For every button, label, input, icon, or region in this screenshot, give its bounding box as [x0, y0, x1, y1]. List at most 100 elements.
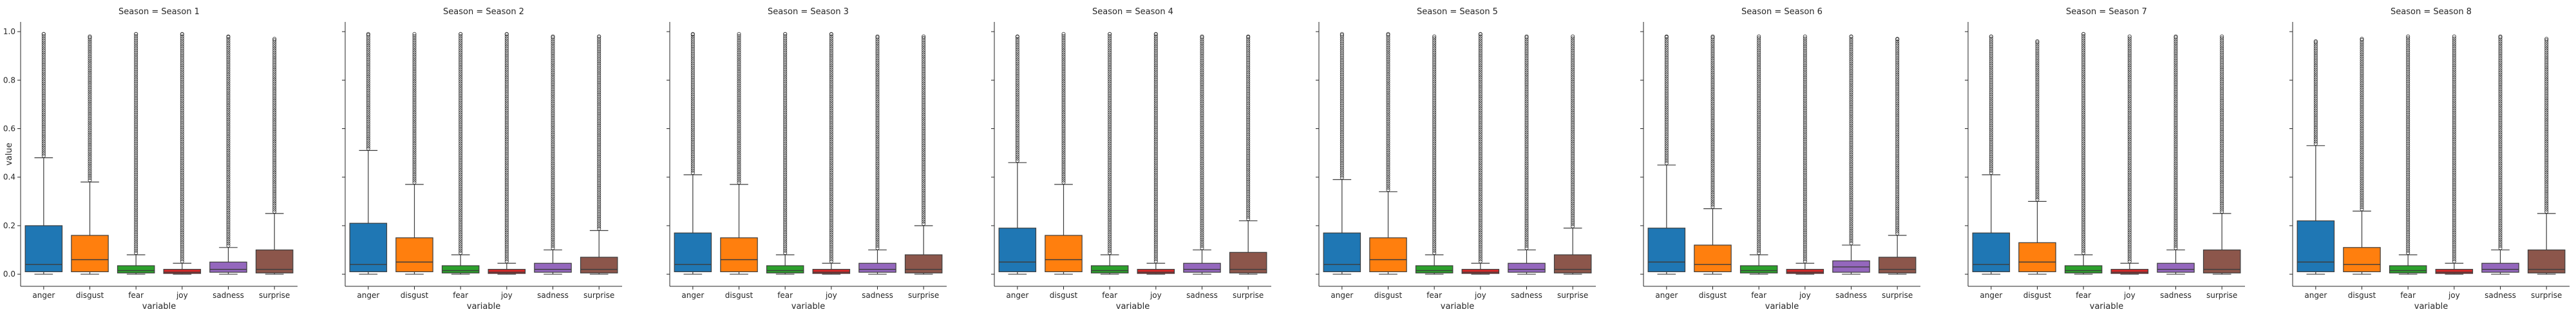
outlier-point	[88, 132, 92, 137]
outlier-point	[504, 201, 509, 206]
outlier-point	[551, 221, 555, 226]
outlier-point	[551, 143, 555, 147]
outlier-point	[690, 127, 695, 132]
x-tick-label: surprise	[2531, 291, 2562, 300]
outlier-point	[412, 46, 417, 51]
outlier-point	[226, 39, 231, 44]
outlier-point	[272, 71, 277, 75]
outlier-point	[690, 49, 695, 54]
outlier-point	[459, 210, 463, 214]
outlier-point	[272, 191, 277, 195]
outlier-point	[504, 96, 509, 101]
outlier-point	[783, 110, 788, 115]
outlier-point	[504, 135, 509, 140]
outlier-point	[504, 55, 509, 59]
outlier-point	[783, 236, 788, 241]
outlier-point	[459, 61, 463, 65]
outlier-point	[737, 114, 741, 119]
outlier-point	[272, 57, 277, 61]
outlier-point	[366, 138, 370, 143]
outlier-point	[272, 73, 277, 78]
outlier-point	[272, 133, 277, 137]
outlier-point	[737, 85, 741, 90]
outlier-point	[412, 87, 417, 92]
box-disgust	[1694, 34, 1732, 275]
outlier-point	[504, 110, 509, 115]
outlier-point	[366, 49, 370, 54]
outlier-point	[829, 133, 833, 138]
outlier-point	[366, 105, 370, 110]
outlier-point	[690, 94, 695, 99]
outlier-point	[597, 140, 601, 144]
outlier-point	[783, 191, 788, 195]
outlier-point	[783, 112, 788, 117]
outlier-point	[783, 81, 788, 86]
outlier-point	[504, 125, 509, 130]
outlier-point	[226, 233, 231, 237]
outlier-point	[180, 41, 184, 45]
outlier-point	[366, 103, 370, 108]
outlier-point	[226, 34, 231, 39]
outlier-point	[366, 47, 370, 52]
outlier-point	[459, 77, 463, 82]
outlier-point	[459, 48, 463, 53]
box-fear	[1090, 32, 1129, 275]
outlier-point	[597, 101, 601, 105]
outlier-point	[690, 132, 695, 136]
outlier-point	[459, 166, 463, 170]
outlier-point	[134, 75, 138, 80]
outlier-point	[88, 118, 92, 123]
outlier-point	[134, 182, 138, 187]
outlier-point	[690, 121, 695, 126]
outlier-point	[412, 64, 417, 69]
outlier-point	[690, 55, 695, 59]
outlier-point	[134, 191, 138, 195]
outlier-point	[783, 217, 788, 222]
outlier-point	[597, 113, 601, 117]
outlier-point	[412, 48, 417, 53]
outlier-point	[41, 141, 46, 146]
outlier-point	[366, 136, 370, 141]
outlier-point	[88, 143, 92, 147]
facet-title: Season = Season 1	[118, 7, 200, 17]
outlier-point	[597, 206, 601, 210]
outlier-point	[180, 191, 184, 195]
outlier-point	[180, 244, 184, 249]
outlier-point	[551, 141, 555, 145]
outlier-point	[180, 117, 184, 121]
outlier-point	[88, 110, 92, 114]
box-iqr	[1647, 228, 1686, 273]
box-iqr	[1323, 232, 1361, 273]
outlier-point	[412, 141, 417, 146]
outlier-point	[504, 108, 509, 113]
outlier-point	[597, 192, 601, 196]
box-iqr	[720, 237, 758, 273]
outlier-point	[180, 144, 184, 148]
outlier-point	[134, 199, 138, 204]
outlier-point	[737, 54, 741, 59]
outlier-point	[366, 119, 370, 124]
outlier-point	[134, 96, 138, 101]
outlier-point	[783, 75, 788, 80]
outlier-point	[88, 79, 92, 83]
outlier-point	[180, 172, 184, 177]
outlier-point	[551, 48, 555, 52]
outlier-point	[88, 155, 92, 160]
outlier-point	[180, 121, 184, 125]
outlier-point	[690, 158, 695, 162]
outlier-point	[737, 81, 741, 86]
outlier-point	[134, 143, 138, 148]
outlier-point	[829, 251, 833, 255]
box-sadness	[858, 34, 896, 275]
outlier-point	[459, 88, 463, 92]
box-iqr	[2297, 220, 2335, 273]
outlier-point	[134, 210, 138, 214]
outlier-point	[272, 42, 277, 47]
outlier-point	[226, 169, 231, 173]
outlier-point	[829, 208, 833, 212]
outlier-point	[504, 100, 509, 104]
y-tick-label: 0.4	[3, 173, 15, 182]
outlier-point	[690, 119, 695, 124]
outlier-point	[504, 244, 509, 249]
